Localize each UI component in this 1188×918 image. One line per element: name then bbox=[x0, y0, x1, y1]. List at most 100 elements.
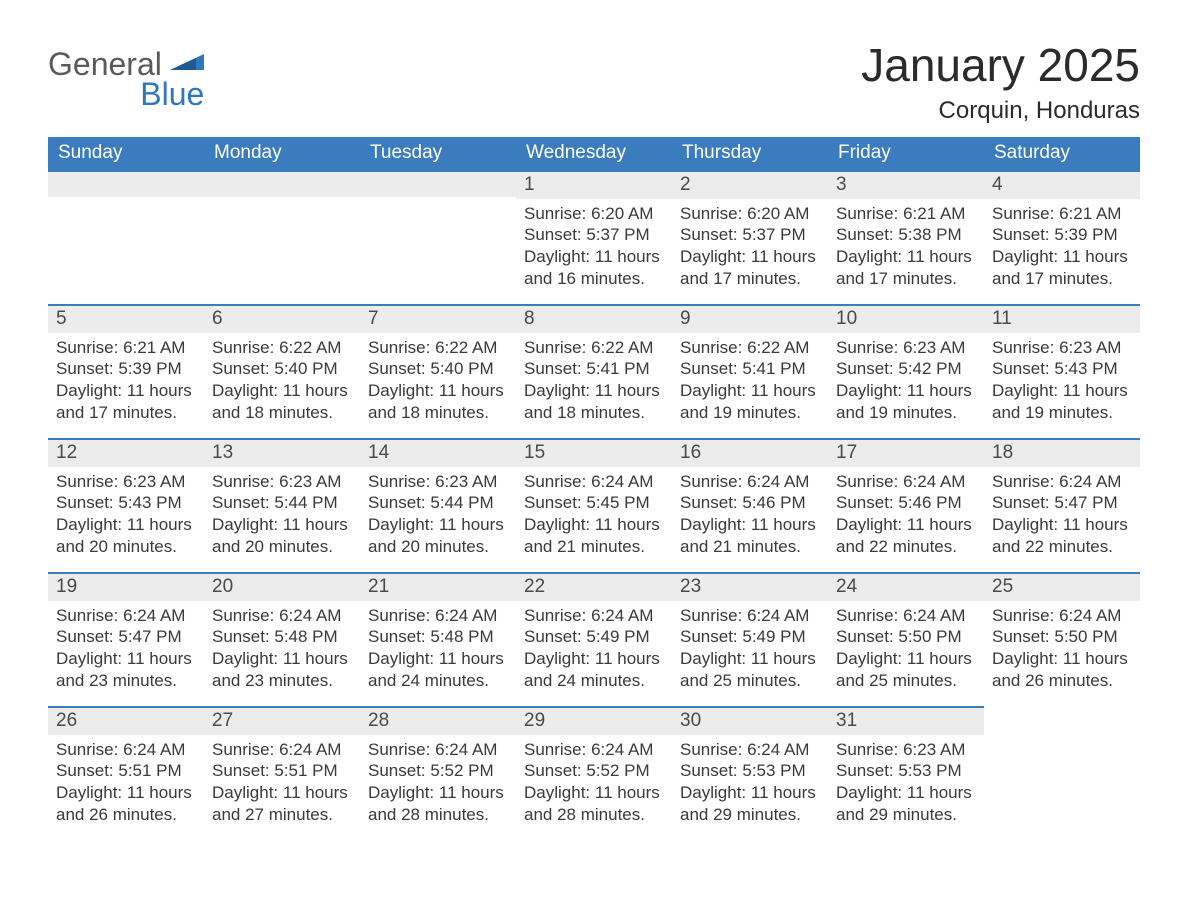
sunset-value: 5:44 PM bbox=[274, 493, 337, 512]
calendar-cell: 28Sunrise: 6:24 AMSunset: 5:52 PMDayligh… bbox=[360, 706, 516, 840]
sunset-label: Sunset: bbox=[680, 359, 742, 378]
daylight-line: Daylight: 11 hours and 22 minutes. bbox=[836, 514, 976, 558]
day-details: Sunrise: 6:24 AMSunset: 5:50 PMDaylight:… bbox=[828, 601, 984, 696]
location: Corquin, Honduras bbox=[861, 97, 1140, 125]
day-number: 26 bbox=[48, 706, 204, 735]
sunrise-value: 6:24 AM bbox=[591, 740, 653, 759]
calendar-cell: 14Sunrise: 6:23 AMSunset: 5:44 PMDayligh… bbox=[360, 438, 516, 572]
weekday-header-row: SundayMondayTuesdayWednesdayThursdayFrid… bbox=[48, 137, 1140, 170]
sunrise-line: Sunrise: 6:23 AM bbox=[56, 471, 196, 493]
day-details: Sunrise: 6:21 AMSunset: 5:38 PMDaylight:… bbox=[828, 199, 984, 294]
weekday-header: Wednesday bbox=[516, 137, 672, 170]
daylight-label: Daylight: bbox=[368, 381, 439, 400]
calendar-cell: 18Sunrise: 6:24 AMSunset: 5:47 PMDayligh… bbox=[984, 438, 1140, 572]
sunset-label: Sunset: bbox=[680, 761, 742, 780]
daylight-label: Daylight: bbox=[836, 649, 907, 668]
sunrise-label: Sunrise: bbox=[680, 338, 747, 357]
sunrise-label: Sunrise: bbox=[56, 338, 123, 357]
sunset-label: Sunset: bbox=[836, 627, 898, 646]
sunrise-label: Sunrise: bbox=[680, 606, 747, 625]
daylight-line: Daylight: 11 hours and 29 minutes. bbox=[836, 782, 976, 826]
sunset-line: Sunset: 5:53 PM bbox=[836, 760, 976, 782]
sunset-line: Sunset: 5:37 PM bbox=[680, 224, 820, 246]
daylight-label: Daylight: bbox=[212, 783, 283, 802]
day-number: 30 bbox=[672, 706, 828, 735]
daylight-line: Daylight: 11 hours and 26 minutes. bbox=[56, 782, 196, 826]
sunset-label: Sunset: bbox=[836, 359, 898, 378]
sunset-label: Sunset: bbox=[368, 627, 430, 646]
day-number: 24 bbox=[828, 572, 984, 601]
sunrise-line: Sunrise: 6:21 AM bbox=[56, 337, 196, 359]
calendar-week-row: 12Sunrise: 6:23 AMSunset: 5:43 PMDayligh… bbox=[48, 438, 1140, 572]
sunset-label: Sunset: bbox=[212, 627, 274, 646]
calendar-cell: 7Sunrise: 6:22 AMSunset: 5:40 PMDaylight… bbox=[360, 304, 516, 438]
day-number: 20 bbox=[204, 572, 360, 601]
sunset-line: Sunset: 5:53 PM bbox=[680, 760, 820, 782]
sunrise-line: Sunrise: 6:23 AM bbox=[212, 471, 352, 493]
sunrise-label: Sunrise: bbox=[212, 472, 279, 491]
daylight-label: Daylight: bbox=[992, 649, 1063, 668]
sunset-value: 5:39 PM bbox=[1054, 225, 1117, 244]
daylight-label: Daylight: bbox=[524, 381, 595, 400]
daylight-label: Daylight: bbox=[680, 649, 751, 668]
sunrise-line: Sunrise: 6:24 AM bbox=[56, 739, 196, 761]
sunset-label: Sunset: bbox=[992, 225, 1054, 244]
daylight-label: Daylight: bbox=[836, 783, 907, 802]
day-number: 15 bbox=[516, 438, 672, 467]
sunset-line: Sunset: 5:51 PM bbox=[212, 760, 352, 782]
sunset-value: 5:39 PM bbox=[118, 359, 181, 378]
calendar-cell: 19Sunrise: 6:24 AMSunset: 5:47 PMDayligh… bbox=[48, 572, 204, 706]
day-number: 10 bbox=[828, 304, 984, 333]
day-details: Sunrise: 6:24 AMSunset: 5:47 PMDaylight:… bbox=[984, 467, 1140, 562]
sunset-value: 5:38 PM bbox=[898, 225, 961, 244]
sunset-label: Sunset: bbox=[368, 359, 430, 378]
calendar-cell: 20Sunrise: 6:24 AMSunset: 5:48 PMDayligh… bbox=[204, 572, 360, 706]
daylight-label: Daylight: bbox=[368, 783, 439, 802]
sunrise-line: Sunrise: 6:24 AM bbox=[836, 471, 976, 493]
sunset-line: Sunset: 5:47 PM bbox=[992, 492, 1132, 514]
sunrise-label: Sunrise: bbox=[212, 338, 279, 357]
sunrise-value: 6:23 AM bbox=[279, 472, 341, 491]
day-details: Sunrise: 6:24 AMSunset: 5:45 PMDaylight:… bbox=[516, 467, 672, 562]
sunset-value: 5:53 PM bbox=[898, 761, 961, 780]
weekday-header: Thursday bbox=[672, 137, 828, 170]
day-number: 1 bbox=[516, 170, 672, 199]
sunrise-line: Sunrise: 6:24 AM bbox=[212, 739, 352, 761]
daylight-line: Daylight: 11 hours and 20 minutes. bbox=[368, 514, 508, 558]
calendar-cell: 11Sunrise: 6:23 AMSunset: 5:43 PMDayligh… bbox=[984, 304, 1140, 438]
day-details: Sunrise: 6:24 AMSunset: 5:52 PMDaylight:… bbox=[360, 735, 516, 830]
logo-flag-icon bbox=[170, 48, 204, 75]
calendar-cell: 16Sunrise: 6:24 AMSunset: 5:46 PMDayligh… bbox=[672, 438, 828, 572]
sunset-value: 5:47 PM bbox=[118, 627, 181, 646]
calendar-cell: 13Sunrise: 6:23 AMSunset: 5:44 PMDayligh… bbox=[204, 438, 360, 572]
day-details: Sunrise: 6:24 AMSunset: 5:53 PMDaylight:… bbox=[672, 735, 828, 830]
sunrise-value: 6:24 AM bbox=[591, 472, 653, 491]
sunrise-value: 6:23 AM bbox=[903, 740, 965, 759]
sunset-value: 5:51 PM bbox=[118, 761, 181, 780]
day-number: 13 bbox=[204, 438, 360, 467]
calendar-cell: 31Sunrise: 6:23 AMSunset: 5:53 PMDayligh… bbox=[828, 706, 984, 840]
sunset-value: 5:43 PM bbox=[1054, 359, 1117, 378]
daylight-line: Daylight: 11 hours and 17 minutes. bbox=[992, 246, 1132, 290]
sunset-value: 5:44 PM bbox=[430, 493, 493, 512]
header: General Blue January 2025 Corquin, Hondu… bbox=[48, 40, 1140, 125]
daylight-label: Daylight: bbox=[56, 649, 127, 668]
day-number: 9 bbox=[672, 304, 828, 333]
sunset-line: Sunset: 5:48 PM bbox=[212, 626, 352, 648]
day-details: Sunrise: 6:22 AMSunset: 5:40 PMDaylight:… bbox=[204, 333, 360, 428]
sunrise-label: Sunrise: bbox=[524, 606, 591, 625]
day-number: 31 bbox=[828, 706, 984, 735]
daylight-label: Daylight: bbox=[836, 515, 907, 534]
sunset-line: Sunset: 5:47 PM bbox=[56, 626, 196, 648]
day-number: 17 bbox=[828, 438, 984, 467]
sunset-line: Sunset: 5:49 PM bbox=[524, 626, 664, 648]
calendar-cell: 12Sunrise: 6:23 AMSunset: 5:43 PMDayligh… bbox=[48, 438, 204, 572]
sunset-line: Sunset: 5:37 PM bbox=[524, 224, 664, 246]
daylight-line: Daylight: 11 hours and 19 minutes. bbox=[992, 380, 1132, 424]
sunrise-label: Sunrise: bbox=[524, 472, 591, 491]
daylight-label: Daylight: bbox=[56, 515, 127, 534]
weekday-header: Tuesday bbox=[360, 137, 516, 170]
sunrise-value: 6:22 AM bbox=[747, 338, 809, 357]
sunset-label: Sunset: bbox=[524, 359, 586, 378]
sunset-label: Sunset: bbox=[992, 493, 1054, 512]
